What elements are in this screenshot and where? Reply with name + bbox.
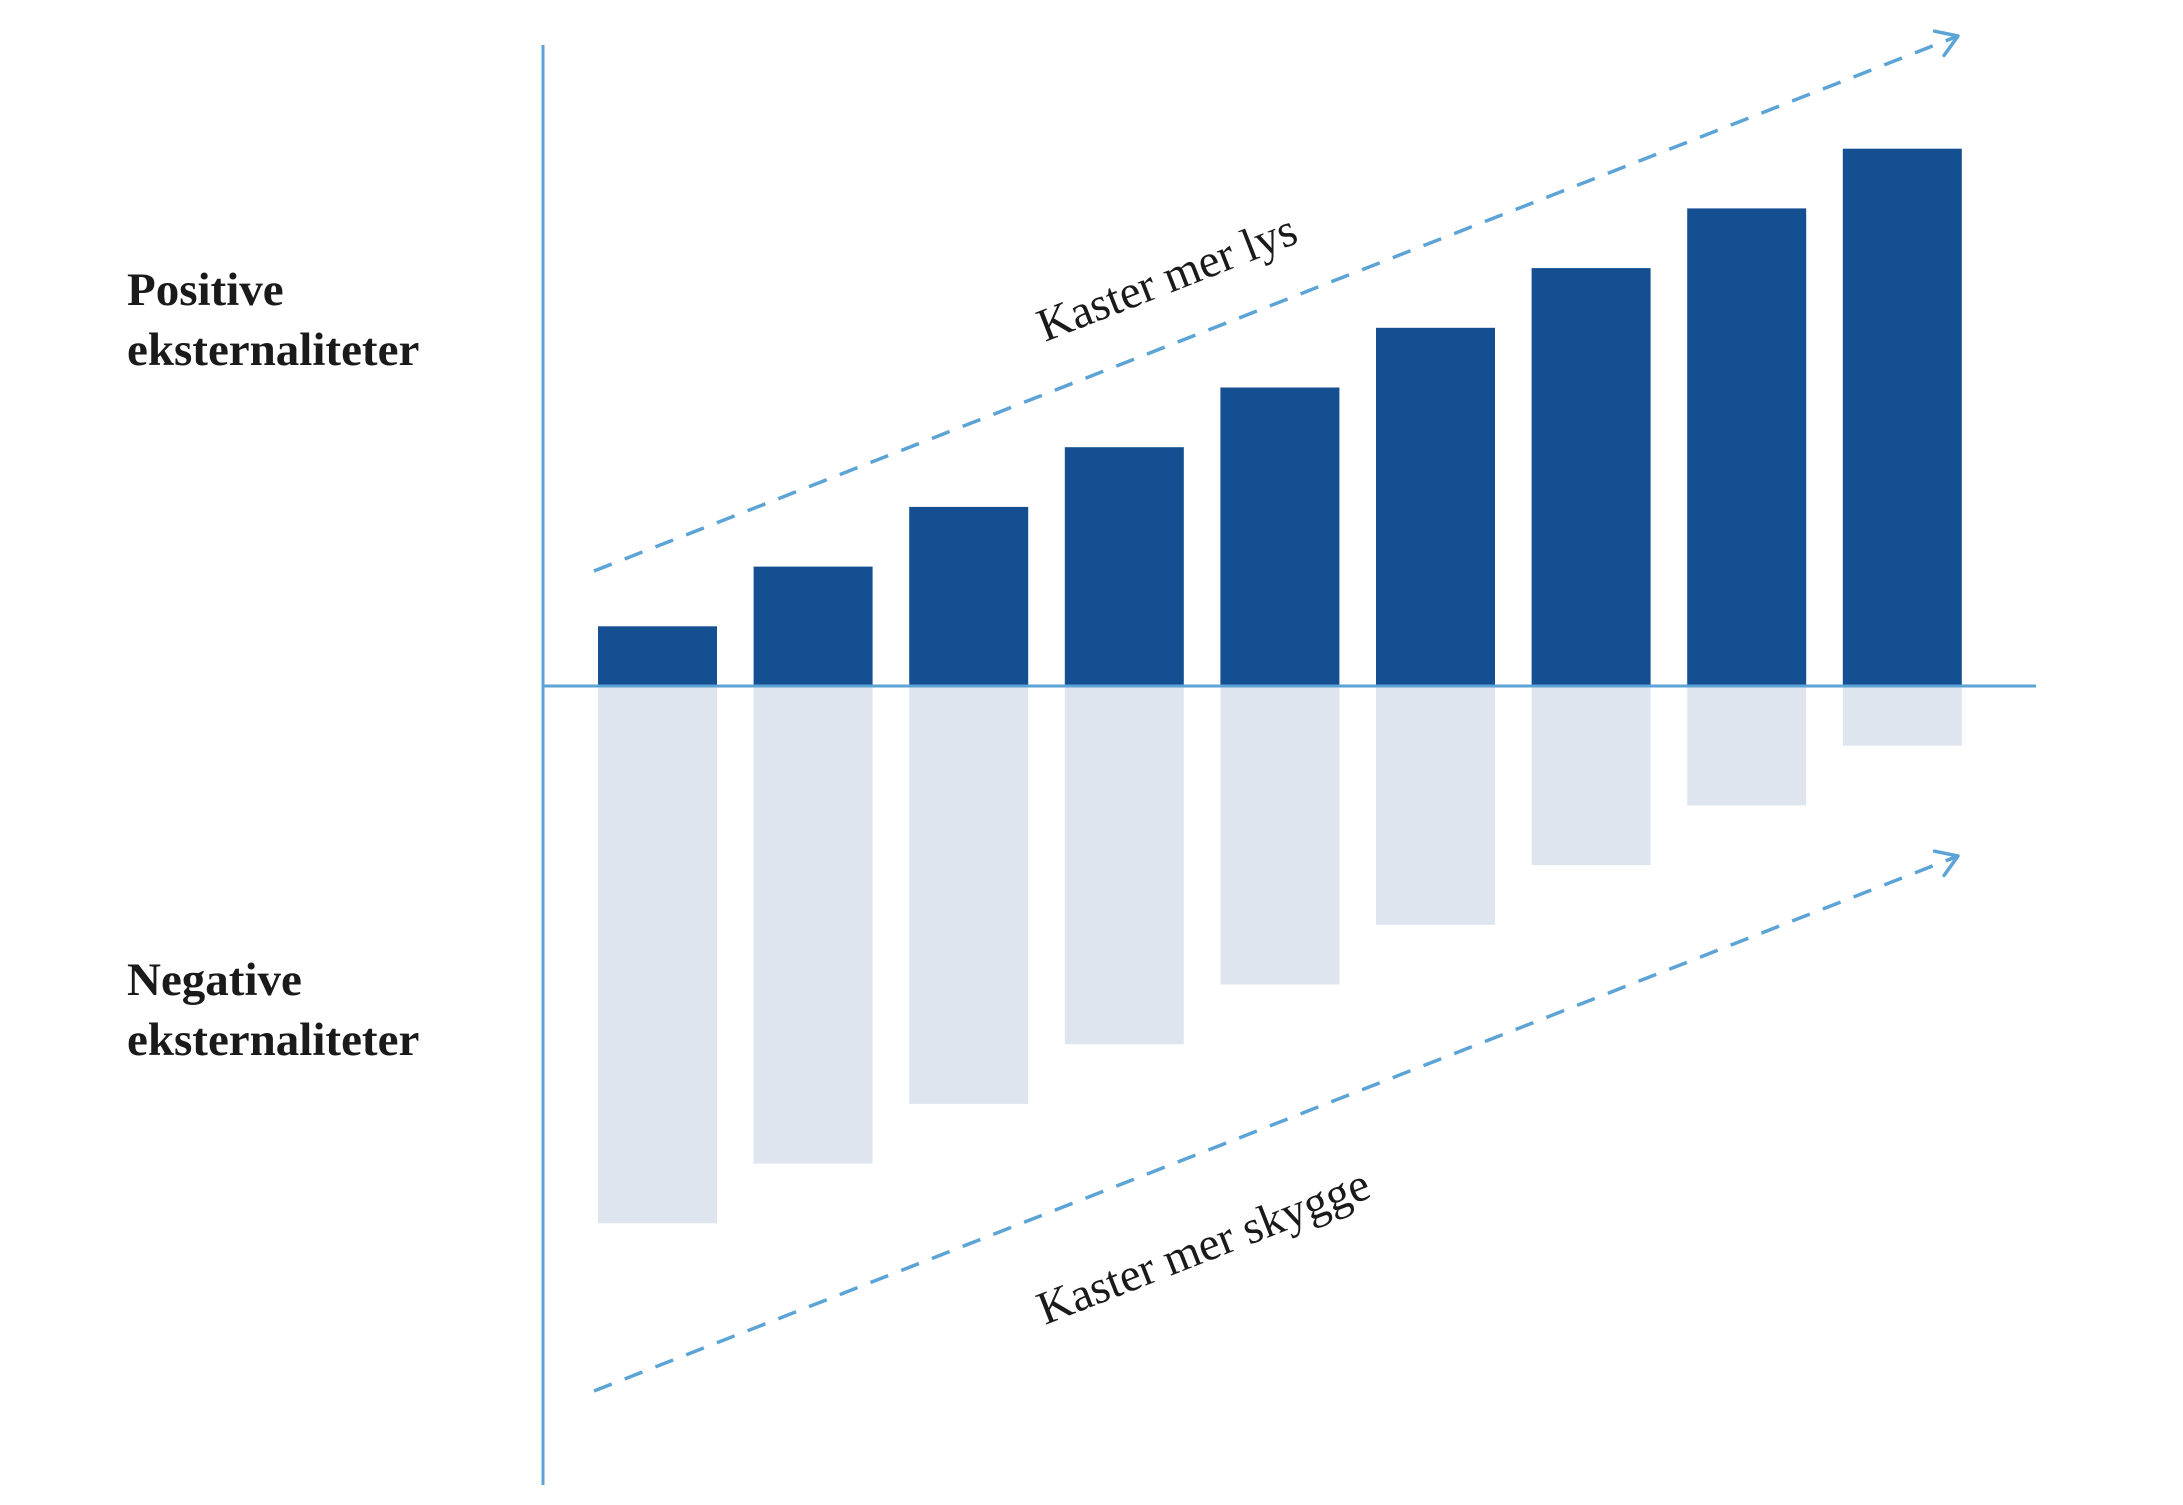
negative-bars — [598, 686, 1962, 1224]
positive-bar — [1220, 387, 1340, 686]
negative-label-line1: Negative — [127, 954, 302, 1006]
positive-bar — [598, 626, 717, 686]
positive-bar — [1376, 327, 1495, 686]
positive-bar — [753, 566, 873, 686]
positive-bar — [1842, 148, 1962, 686]
negative-bar — [598, 686, 717, 1224]
lower-trend-arrow — [593, 849, 1960, 1393]
annotation-upper: Kaster mer lys — [1030, 204, 1304, 352]
negative-bar — [1842, 686, 1962, 746]
negative-bar — [909, 686, 1029, 1104]
upper-trend-arrow — [593, 29, 1960, 573]
annotation-lower: Kaster mer skygge — [1030, 1158, 1377, 1335]
positive-bars — [598, 148, 1962, 686]
positive-label-line2: eksternaliteter — [127, 324, 420, 376]
positive-label-line1: Positive — [127, 264, 284, 316]
positive-bar — [1531, 268, 1651, 686]
negative-bar — [1064, 686, 1184, 1045]
positive-externalities-label: Positive eksternaliteter — [127, 260, 419, 380]
negative-bar — [753, 686, 873, 1164]
positive-bar — [1687, 208, 1807, 686]
negative-bar — [1376, 686, 1495, 925]
negative-bar — [1531, 686, 1651, 866]
negative-externalities-label: Negative eksternaliteter — [127, 950, 419, 1070]
negative-bar — [1687, 686, 1807, 806]
positive-bar — [909, 506, 1029, 686]
negative-label-line2: eksternaliteter — [127, 1014, 420, 1066]
negative-bar — [1220, 686, 1340, 985]
positive-bar — [1064, 447, 1184, 686]
